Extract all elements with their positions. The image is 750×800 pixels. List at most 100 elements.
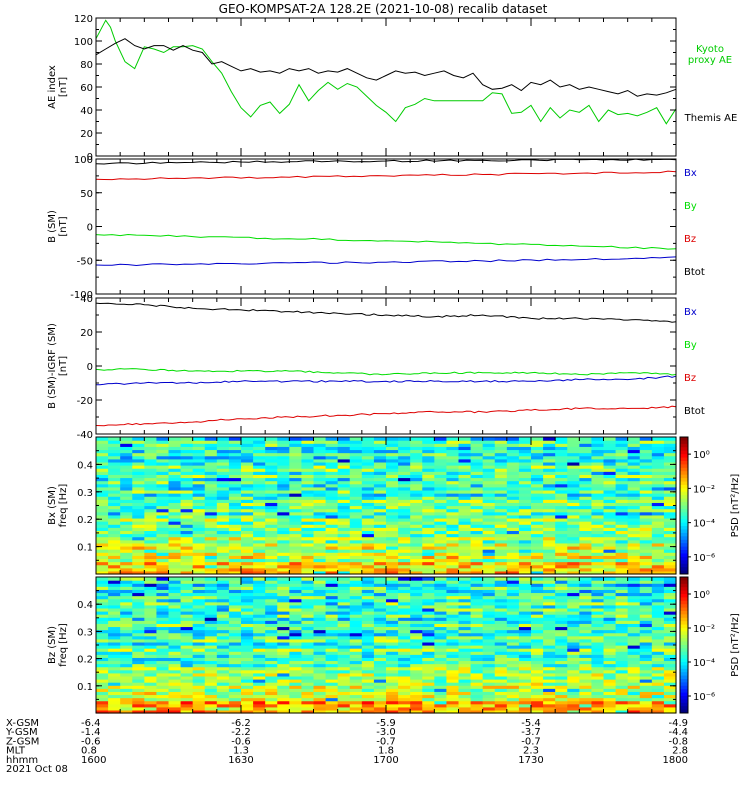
spectrogram-cell	[265, 499, 278, 503]
spectrogram-cell	[241, 598, 254, 603]
spectrogram-cell	[591, 514, 605, 519]
spectrogram-cell	[361, 694, 375, 699]
spectrogram-cell	[506, 651, 520, 655]
series-line-bz	[95, 405, 677, 427]
spectrogram-cell	[241, 527, 254, 532]
spectrogram-cell	[518, 564, 532, 569]
spectrogram-cell	[349, 641, 363, 646]
spectrogram-cell	[192, 558, 206, 563]
spectrogram-cell	[386, 536, 399, 541]
spectrogram-cell	[531, 654, 544, 658]
spectrogram-cell	[398, 570, 411, 575]
spectrogram-cell	[458, 592, 472, 597]
spectrogram-cell	[277, 440, 290, 444]
spectrogram-cell	[313, 679, 327, 683]
spectrogram-cell	[156, 521, 170, 525]
spectrogram-cell	[386, 614, 399, 618]
spectrogram-cell	[228, 620, 242, 624]
spectrogram-cell	[192, 623, 206, 628]
spectrogram-cell	[422, 527, 435, 532]
spectrogram-cell	[192, 657, 206, 662]
spectrogram-cell	[591, 617, 605, 621]
spectrogram-cell	[506, 648, 520, 652]
spectrogram-cell	[579, 688, 593, 692]
spectrogram-cell	[120, 499, 133, 503]
spectrogram-cell	[518, 632, 532, 637]
spectrogram-cell	[615, 638, 629, 643]
spectrogram-cell	[180, 583, 194, 587]
spectrogram-cell	[120, 542, 133, 547]
spectrogram-cell	[204, 511, 218, 516]
spectrogram-cell	[313, 688, 327, 692]
spectrogram-cell	[289, 641, 303, 646]
spectrogram-cell	[96, 555, 109, 560]
colorbar-swatch	[680, 478, 688, 483]
spectrogram-cell	[313, 675, 327, 680]
ephemeris-value: -6.2	[231, 718, 251, 729]
spectrogram-cell	[168, 697, 182, 702]
spectrogram-cell	[555, 672, 568, 677]
y-axis-label: freq [Hz]	[58, 623, 69, 667]
spectrogram-cell	[386, 654, 399, 658]
spectrogram-cell	[446, 493, 460, 497]
spectrogram-cell	[422, 682, 435, 686]
spectrogram-cell	[361, 452, 375, 457]
spectrogram-cell	[506, 635, 520, 640]
spectrogram-cell	[651, 521, 665, 525]
spectrogram-cell	[361, 697, 375, 702]
spectrogram-cell	[567, 524, 580, 528]
spectrogram-cell	[144, 598, 158, 603]
spectrogram-cell	[506, 437, 520, 441]
spectrogram-cell	[579, 455, 593, 460]
spectrogram-cell	[651, 709, 665, 714]
spectrogram-cell	[398, 480, 411, 485]
spectrogram-cell	[639, 437, 653, 441]
spectrogram-cell	[531, 468, 544, 472]
spectrogram-cell	[627, 607, 641, 612]
spectrogram-cell	[265, 483, 278, 488]
bsm-frame	[95, 158, 677, 295]
spectrogram-cell	[192, 632, 206, 637]
spectrogram-cell	[434, 595, 448, 600]
spectrogram-cell	[144, 564, 158, 569]
spectrogram-cell	[627, 493, 641, 497]
y-tick-label: 0.4	[77, 460, 93, 471]
spectrogram-cell	[265, 614, 278, 618]
spectrogram-cell	[639, 626, 653, 631]
spectrogram-cell	[494, 657, 508, 662]
spectrogram-cell	[96, 663, 109, 668]
spectrogram-cell	[277, 555, 290, 560]
spectrogram-cell	[204, 611, 218, 615]
spectrogram-cell	[410, 499, 423, 503]
spectrogram-cell	[337, 626, 351, 631]
spectrogram-cell	[180, 691, 194, 696]
spectrogram-cell	[482, 638, 496, 643]
spectrogram-cell	[361, 685, 375, 689]
spectrogram-cell	[349, 660, 363, 665]
spectrogram-cell	[627, 589, 641, 594]
series-line-kyoto-proxy-ae	[95, 19, 677, 125]
spectrogram-cell	[543, 552, 556, 556]
colorbar-swatch	[680, 460, 688, 465]
spectrogram-cell	[627, 486, 641, 491]
spectrogram-cell	[96, 549, 109, 553]
spectrogram-cell	[482, 480, 496, 485]
spectrogram-cell	[337, 536, 351, 541]
spectrogram-cell	[579, 533, 593, 538]
spectrogram-cell	[434, 645, 448, 649]
spectrogram-cell	[410, 539, 423, 544]
spectrogram-cell	[615, 539, 629, 544]
spectrogram-cell	[639, 638, 653, 643]
spectrogram-cell	[567, 577, 580, 581]
spectrogram-cell	[108, 641, 121, 646]
spectrogram-cell	[337, 564, 351, 569]
spectrogram-cell	[506, 626, 520, 631]
colorbar-swatch	[680, 679, 688, 683]
spectrogram-cell	[373, 638, 387, 643]
spectrogram-cell	[398, 502, 411, 507]
spectrogram-cell	[241, 524, 254, 528]
spectrogram-cell	[482, 443, 496, 447]
colorbar-swatch	[680, 624, 688, 629]
spectrogram-cell	[386, 474, 399, 479]
colorbar-frame	[679, 436, 689, 575]
